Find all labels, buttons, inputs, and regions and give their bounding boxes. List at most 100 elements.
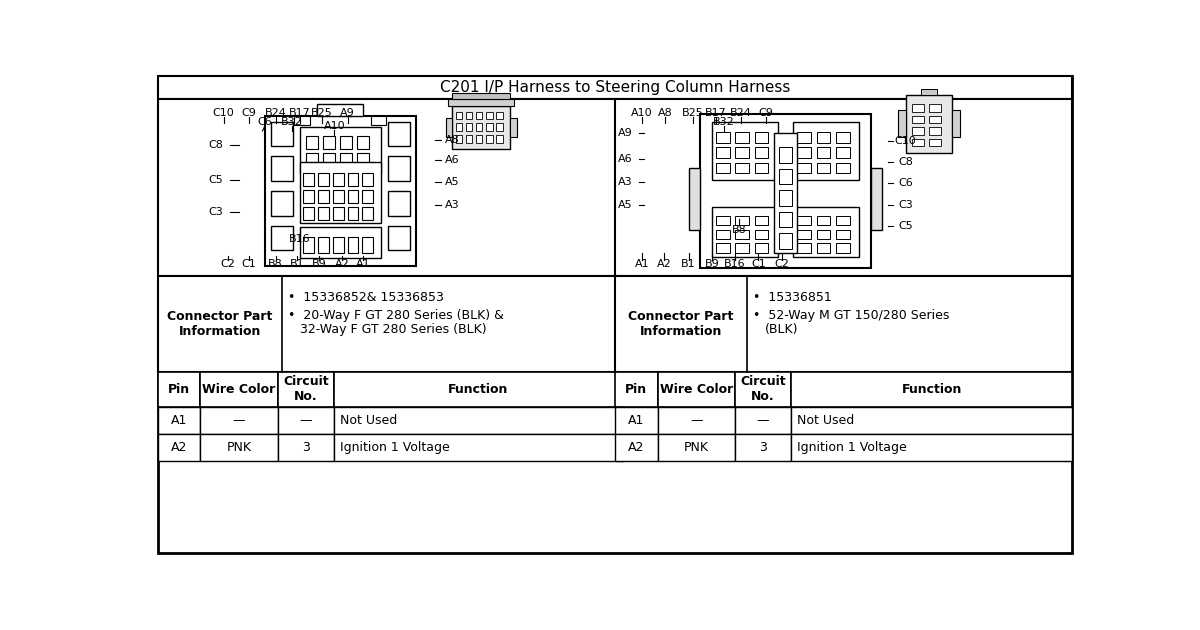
Bar: [300, 127, 380, 173]
Text: A10: A10: [324, 121, 346, 130]
Bar: [712, 122, 778, 180]
Bar: [510, 118, 516, 137]
Bar: [779, 147, 792, 163]
Bar: [779, 190, 792, 206]
Bar: [715, 147, 730, 158]
Bar: [755, 243, 768, 253]
Bar: [816, 147, 830, 158]
Bar: [816, 163, 830, 173]
Bar: [929, 127, 941, 135]
Bar: [340, 137, 353, 149]
Bar: [929, 104, 941, 112]
Bar: [736, 147, 749, 158]
Bar: [736, 215, 749, 225]
Text: Function: Function: [901, 383, 961, 396]
Text: C2: C2: [774, 260, 790, 269]
Bar: [736, 433, 791, 461]
Bar: [797, 132, 811, 142]
Bar: [456, 112, 462, 120]
Text: A1: A1: [628, 414, 644, 427]
Bar: [791, 372, 1073, 407]
Text: C3: C3: [209, 207, 223, 217]
Bar: [318, 207, 329, 220]
Text: A6: A6: [618, 154, 632, 164]
Bar: [836, 243, 850, 253]
Text: Pin: Pin: [625, 383, 647, 396]
Bar: [755, 147, 768, 158]
Bar: [362, 173, 373, 186]
Bar: [816, 243, 830, 253]
Bar: [797, 243, 811, 253]
Text: B1: B1: [682, 260, 696, 269]
Bar: [774, 134, 797, 253]
Text: Not Used: Not Used: [797, 414, 854, 427]
Text: Wire Color: Wire Color: [660, 383, 733, 396]
Bar: [791, 407, 1073, 433]
Bar: [304, 173, 314, 186]
Text: 3: 3: [302, 440, 310, 454]
Bar: [466, 123, 473, 131]
Text: C6: C6: [899, 178, 913, 188]
Bar: [157, 76, 1073, 99]
Bar: [929, 139, 941, 146]
Bar: [816, 132, 830, 142]
Text: C5: C5: [899, 220, 913, 231]
Bar: [446, 118, 452, 137]
Bar: [779, 212, 792, 227]
Bar: [388, 191, 409, 215]
Text: C2: C2: [220, 260, 235, 269]
Bar: [456, 135, 462, 142]
Bar: [755, 163, 768, 173]
Bar: [200, 372, 278, 407]
Bar: [736, 372, 791, 407]
Text: B9: B9: [704, 260, 719, 269]
Bar: [912, 127, 924, 135]
Text: —: —: [690, 414, 703, 427]
Bar: [736, 163, 749, 173]
Bar: [922, 89, 937, 95]
Text: B1: B1: [290, 260, 305, 269]
Text: 3: 3: [760, 440, 767, 454]
Bar: [952, 110, 960, 137]
Bar: [304, 238, 314, 253]
Text: C1: C1: [242, 260, 257, 269]
Bar: [797, 147, 811, 158]
Bar: [797, 215, 811, 225]
Bar: [452, 93, 510, 99]
Text: B16: B16: [725, 260, 746, 269]
Text: A1: A1: [170, 414, 187, 427]
Text: Circuit
No.: Circuit No.: [740, 375, 786, 403]
Text: A6: A6: [445, 156, 460, 165]
Bar: [715, 243, 730, 253]
Text: B24: B24: [265, 108, 287, 118]
Text: B17: B17: [704, 108, 727, 118]
Text: A2: A2: [656, 260, 671, 269]
Bar: [912, 139, 924, 146]
Text: A9: A9: [618, 129, 632, 139]
Bar: [476, 135, 482, 142]
Text: B32: B32: [281, 117, 302, 127]
Bar: [793, 207, 859, 256]
Text: C9: C9: [241, 108, 257, 118]
Bar: [332, 173, 343, 186]
Bar: [871, 168, 882, 229]
Bar: [278, 407, 334, 433]
Text: C1: C1: [751, 260, 766, 269]
Bar: [356, 153, 370, 166]
Bar: [306, 153, 318, 166]
Bar: [271, 156, 293, 181]
Bar: [371, 116, 386, 125]
Bar: [755, 215, 768, 225]
Text: A5: A5: [445, 177, 460, 187]
Bar: [340, 153, 353, 166]
Text: Not Used: Not Used: [340, 414, 397, 427]
Text: B17: B17: [289, 108, 311, 118]
Bar: [200, 433, 278, 461]
Text: A3: A3: [618, 177, 632, 187]
Text: C3: C3: [899, 200, 913, 210]
Bar: [616, 433, 658, 461]
Bar: [486, 112, 492, 120]
Bar: [755, 229, 768, 239]
Bar: [466, 135, 473, 142]
Bar: [912, 104, 924, 112]
